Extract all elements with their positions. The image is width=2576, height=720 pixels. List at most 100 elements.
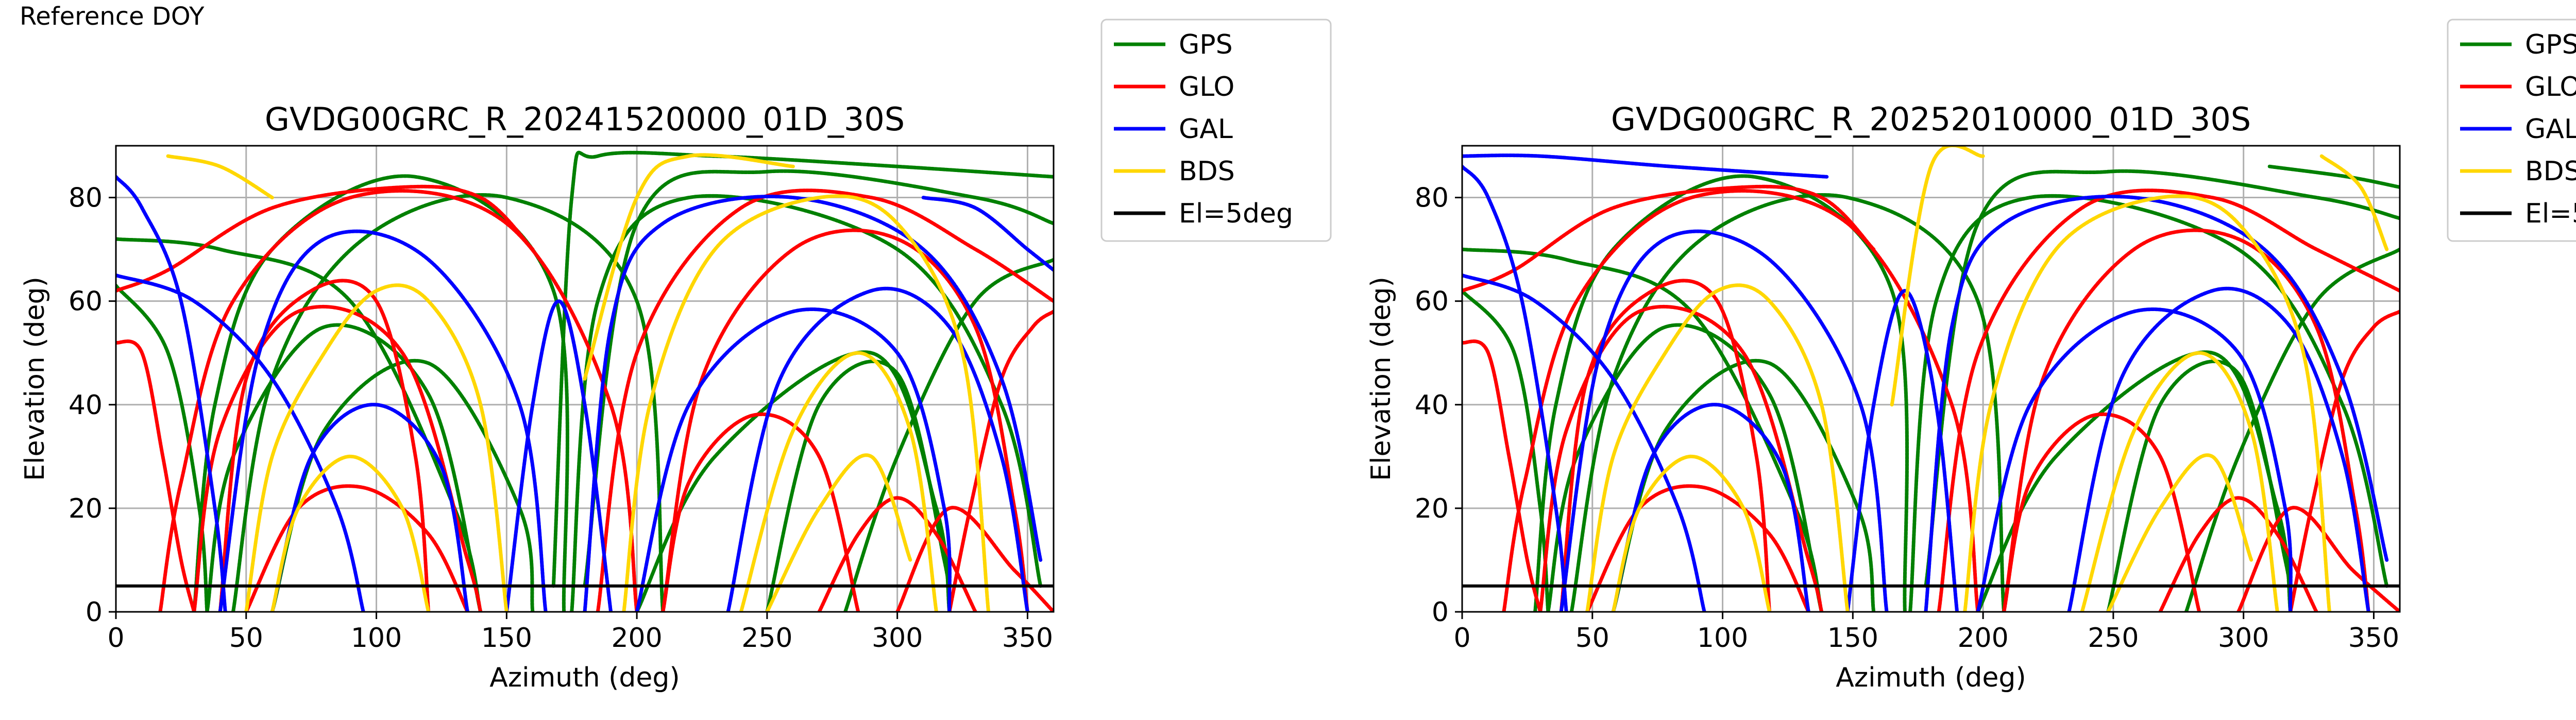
gps-track	[116, 284, 209, 612]
glo-track	[1937, 188, 2400, 612]
glo-track	[596, 188, 1054, 612]
gal-track	[1559, 229, 1889, 612]
glo-track	[895, 506, 1054, 612]
gal-track	[116, 175, 227, 612]
y-tick-label: 80	[1415, 183, 1449, 214]
legend-label: BDS	[1179, 156, 1235, 187]
gal-track	[726, 286, 1029, 612]
axes-frame	[115, 145, 1055, 613]
glo-track	[817, 496, 977, 612]
legend-label: GLO	[2525, 72, 2576, 102]
bds-track	[2319, 154, 2389, 251]
y-tick-label: 40	[69, 390, 103, 421]
bds-track	[583, 153, 795, 381]
glo-track	[1538, 304, 1824, 612]
gps-track	[2267, 164, 2400, 189]
y-tick-label: 40	[1415, 390, 1449, 421]
x-axis-label: Azimuth (deg)	[1836, 662, 2026, 693]
bds-track	[2106, 453, 2253, 612]
bds-track	[1963, 194, 2331, 612]
glo-track	[158, 189, 639, 612]
gps-track	[570, 194, 1043, 612]
gps-track	[1924, 169, 2400, 588]
x-tick-label: 350	[2348, 623, 2399, 654]
x-tick-label: 0	[107, 623, 124, 654]
x-tick-label: 150	[481, 623, 532, 654]
gps-track	[1462, 289, 1550, 612]
gal-track	[2067, 286, 2370, 612]
plot-area	[116, 150, 1054, 612]
gps-track	[1569, 193, 2006, 612]
legend-box	[1100, 19, 1332, 242]
x-axis-label: Azimuth (deg)	[489, 662, 680, 693]
glo-track	[2002, 228, 2370, 612]
x-tick-label: 100	[351, 623, 402, 654]
gal-track	[116, 273, 365, 612]
chart-title: GVDG00GRC_R_20252010000_01D_30S	[1611, 100, 2251, 138]
glo-track	[1585, 484, 1810, 612]
glo-track	[1559, 279, 1772, 612]
gal-track	[921, 196, 1054, 272]
gps-track	[2106, 359, 2293, 612]
legend-label: GPS	[2525, 29, 2576, 60]
y-tick-label: 20	[1415, 493, 1449, 524]
bds-track	[622, 194, 991, 612]
bds-track	[739, 351, 938, 612]
gps-track	[1533, 174, 1909, 612]
y-tick-label: 60	[1415, 286, 1449, 317]
x-tick-label: 100	[1697, 623, 1748, 654]
legend: GPS GLO GAL BDS El=5deg	[1100, 19, 1332, 242]
gps-track	[551, 150, 1054, 588]
legend-label: El=5deg	[1179, 198, 1293, 229]
x-tick-label: 200	[611, 623, 662, 654]
x-tick-label: 300	[2218, 623, 2269, 654]
y-tick-label: 80	[69, 183, 103, 214]
glo-track	[116, 339, 196, 612]
glo-track	[2158, 496, 2318, 612]
chart-title: GVDG00GRC_R_20241520000_01D_30S	[265, 100, 905, 138]
x-tick-label: 200	[1957, 623, 2008, 654]
y-axis-label: Elevation (deg)	[1366, 277, 1397, 481]
y-tick-label: 20	[69, 493, 103, 524]
gal-track	[1611, 403, 1810, 612]
glo-track	[1462, 339, 1543, 612]
legend-label: BDS	[2525, 156, 2576, 187]
glo-track	[244, 484, 469, 612]
gps-track	[765, 359, 952, 612]
bds-track	[166, 154, 274, 200]
gps-track	[583, 169, 1054, 588]
glo-track	[2236, 506, 2400, 612]
y-axis-label: Elevation (deg)	[20, 277, 50, 481]
gal-track	[1462, 164, 1568, 612]
gps-track	[843, 258, 1054, 612]
bds-track	[2080, 351, 2279, 612]
chart-2: 0 50 100 150 200 250 300 350 0 20 40 60 80 GVDG00GRC_…	[1366, 19, 2576, 693]
bds-track	[244, 283, 509, 612]
gal-track	[1845, 289, 1959, 612]
legend-label: GLO	[1179, 72, 1234, 102]
x-tick-label: 300	[872, 623, 923, 654]
bds-track	[1890, 146, 1985, 407]
gps-track	[1546, 323, 1824, 612]
glo-track	[661, 412, 860, 612]
legend-box	[2447, 19, 2576, 242]
x-tick-label: 50	[1575, 623, 1609, 654]
x-tick-label: 350	[1002, 623, 1053, 654]
gal-track	[583, 194, 1043, 612]
gal-track	[218, 229, 548, 612]
figure-label: Reference DOY	[20, 2, 205, 31]
gal-track	[1924, 194, 2389, 612]
y-tick-label: 0	[1432, 597, 1449, 628]
gal-track	[1462, 273, 1706, 612]
gps-track	[1908, 194, 2389, 612]
gal-track	[1462, 153, 1829, 179]
gal-track	[504, 299, 613, 612]
plot-area	[1462, 146, 2400, 612]
x-tick-label: 150	[1827, 623, 1878, 654]
x-tick-label: 250	[2088, 623, 2139, 654]
x-tick-label: 250	[741, 623, 792, 654]
y-tick-label: 60	[69, 286, 103, 317]
glo-track	[218, 279, 431, 612]
bds-track	[1611, 454, 1772, 612]
chart-1: 0 50 100 150 200 250 300 350 0 20 40 60 80 GVDG00GRC_…	[20, 19, 1332, 693]
